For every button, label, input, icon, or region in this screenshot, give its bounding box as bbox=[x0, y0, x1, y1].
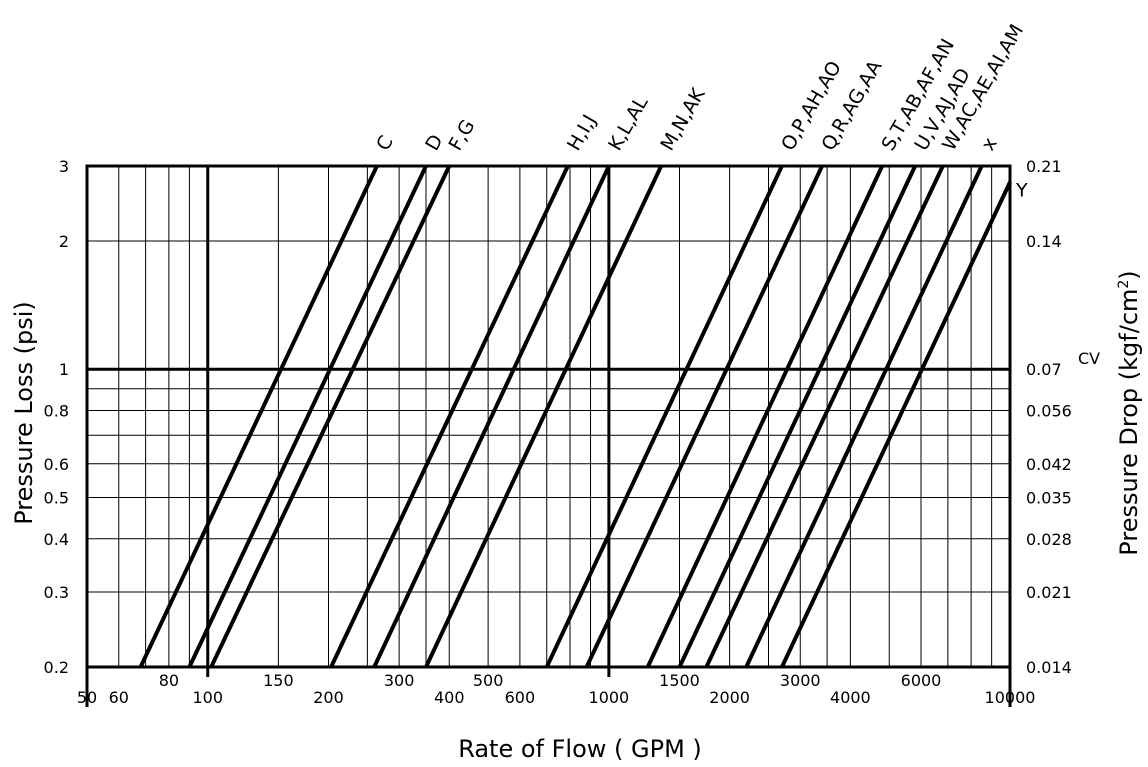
series-line bbox=[544, 165, 784, 668]
y-tick-label-right: 0.028 bbox=[1026, 530, 1072, 549]
y-tick-label-right: 0.035 bbox=[1026, 488, 1072, 507]
x-tick-label: 60 bbox=[109, 688, 129, 707]
series-line bbox=[138, 165, 379, 668]
series-line bbox=[704, 165, 945, 668]
y-tick-label-right: 0.014 bbox=[1026, 658, 1072, 677]
grid bbox=[87, 165, 1011, 668]
y-tick-label-right: 0.042 bbox=[1026, 455, 1072, 474]
x-tick-label-upper: 300 bbox=[384, 671, 415, 690]
y-tick-label-left: 0.4 bbox=[44, 530, 69, 549]
y-tick-label-right: 0.021 bbox=[1026, 583, 1072, 602]
y-tick-label-left: 0.2 bbox=[44, 658, 69, 677]
x-tick-label-upper: 3000 bbox=[780, 671, 821, 690]
cv-label: CV bbox=[1078, 349, 1100, 368]
x-tick-label: 200 bbox=[313, 688, 344, 707]
series-line bbox=[372, 165, 611, 668]
series-label: x bbox=[977, 134, 1002, 155]
series-label: C bbox=[372, 132, 398, 155]
x-tick-label: 1000 bbox=[589, 688, 630, 707]
series-label: K,L,AL bbox=[604, 92, 653, 154]
x-tick-label-upper: 500 bbox=[473, 671, 504, 690]
y-tick-label-left: 0.3 bbox=[44, 583, 69, 602]
x-tick-label-upper: 1500 bbox=[659, 671, 700, 690]
x-tick-label: 600 bbox=[505, 688, 536, 707]
y-tick-label-left: 2 bbox=[59, 232, 69, 251]
y-tick-label-right: 0.07 bbox=[1026, 360, 1062, 379]
series-label: M,N,AK bbox=[656, 84, 709, 154]
y-tick-label-left: 0.6 bbox=[44, 455, 69, 474]
series-line bbox=[645, 165, 884, 668]
series-line bbox=[424, 165, 663, 668]
x-tick-label: 50 bbox=[77, 688, 97, 707]
series-line bbox=[677, 165, 917, 668]
series-line bbox=[329, 165, 570, 668]
y-tick-label-right: 0.21 bbox=[1026, 157, 1062, 176]
x-tick-label: 4000 bbox=[830, 688, 871, 707]
x-axis-title: Rate of Flow ( GPM ) bbox=[458, 735, 702, 763]
y-axis-title-right-main: Pressure Drop (kgf/cm bbox=[1115, 289, 1143, 556]
series-label-side: Y bbox=[1015, 179, 1028, 201]
series-line bbox=[209, 165, 452, 668]
y-tick-label-left: 3 bbox=[59, 157, 69, 176]
x-tick-label-upper: 80 bbox=[159, 671, 179, 690]
y-tick-label-left: 1 bbox=[59, 360, 69, 379]
y-axis-title-right-sup: 2 bbox=[1116, 280, 1132, 289]
series-line bbox=[744, 165, 984, 668]
series-labels: C DF,G H,I,J K,L,AL M,N,AK O,P,AH,AOQ,R,AG,AA… bbox=[372, 21, 1028, 202]
series-line bbox=[780, 181, 1012, 668]
y-axis-title-right: Pressure Drop (kgf/cm2) bbox=[1115, 270, 1143, 555]
y-tick-label-right: 0.056 bbox=[1026, 402, 1072, 421]
x-tick-label: 100 bbox=[192, 688, 223, 707]
series-line bbox=[187, 165, 428, 668]
x-tick-label-upper: 150 bbox=[263, 671, 294, 690]
series-label: F,G bbox=[445, 116, 480, 154]
major-grid bbox=[85, 166, 1012, 707]
y-tick-label-left: 0.5 bbox=[44, 488, 69, 507]
y-tick-label-left: 0.8 bbox=[44, 402, 69, 421]
y-axis-title-right-close: ) bbox=[1115, 270, 1143, 279]
series-label: H,I,J bbox=[563, 111, 601, 155]
x-tick-label: 400 bbox=[434, 688, 465, 707]
y-axis-title-left: Pressure Loss (psi) bbox=[10, 301, 38, 525]
series-label: D bbox=[421, 131, 447, 155]
series-lines bbox=[138, 165, 1012, 668]
x-tick-label: 10000 bbox=[985, 688, 1036, 707]
y-tick-label-right: 0.14 bbox=[1026, 232, 1062, 251]
series-line bbox=[584, 165, 824, 668]
x-tick-label: 2000 bbox=[709, 688, 750, 707]
x-tick-label-upper: 6000 bbox=[901, 671, 942, 690]
